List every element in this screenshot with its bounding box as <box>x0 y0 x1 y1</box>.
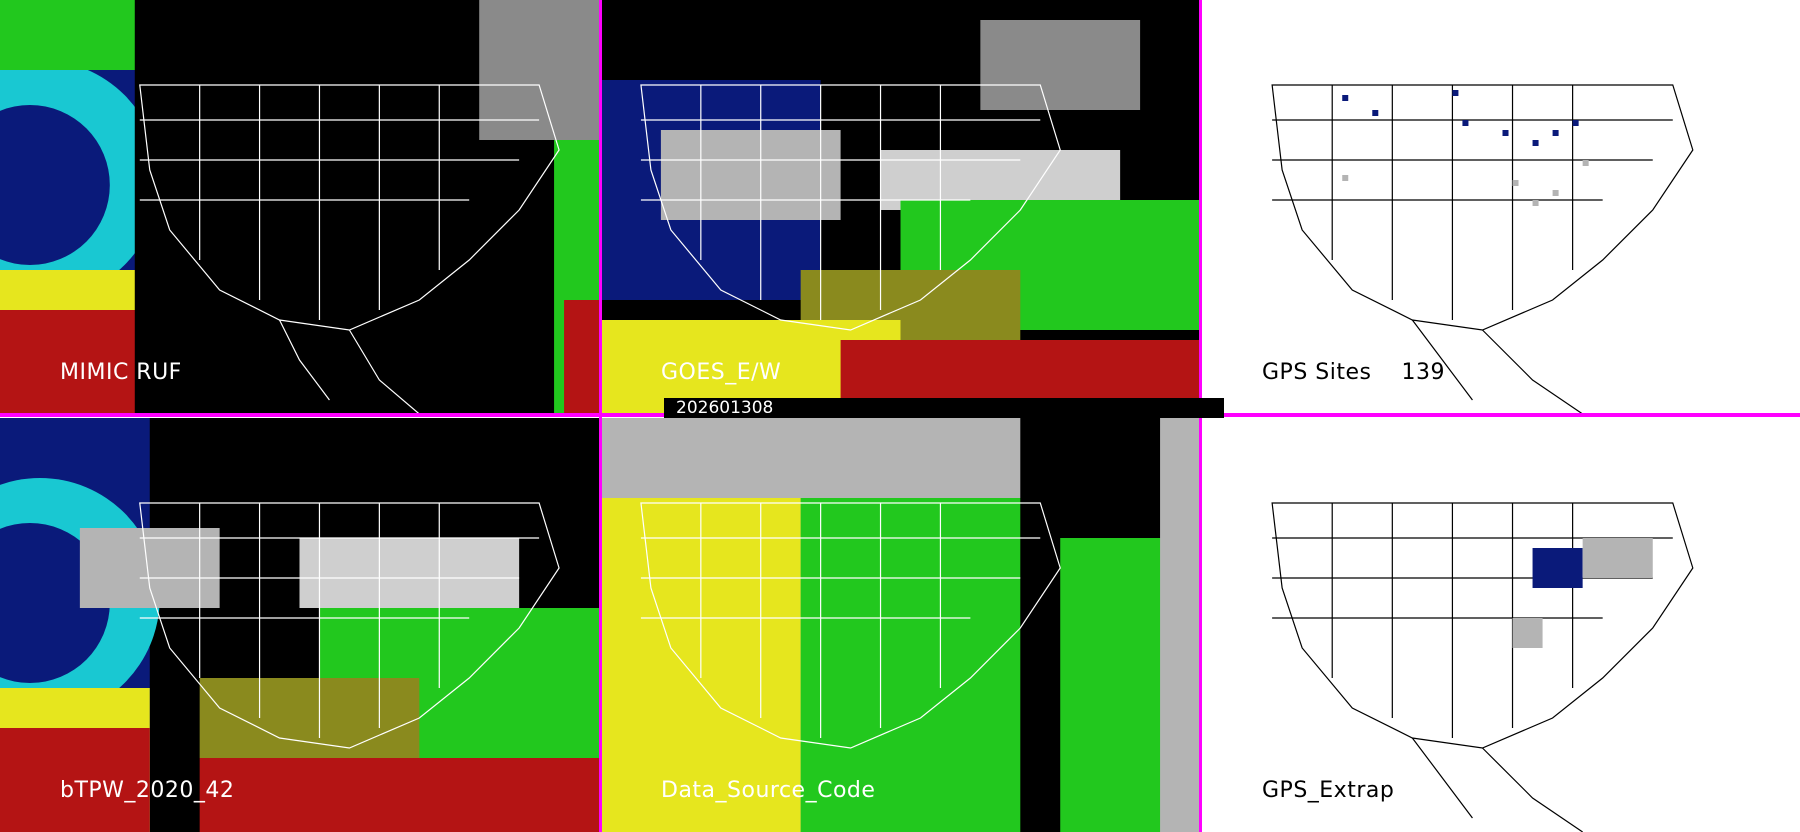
gps-extrap-fill <box>1512 538 1653 648</box>
gps-site-markers <box>1342 90 1579 146</box>
panel-label-btpw: bTPW_2020_42 <box>60 778 235 803</box>
gps-sites-map <box>1202 0 1800 414</box>
panel-btpw: bTPW_2020_42 <box>0 418 599 832</box>
panel-goes-ew: GOES_E/W <box>601 0 1200 414</box>
panel-label-gps-sites: GPS Sites 139 <box>1262 360 1445 385</box>
panel-label-goes-ew: GOES_E/W <box>661 360 782 385</box>
panel-label-data-source-code: Data_Source_Code <box>661 778 876 803</box>
panel-label-gps-extrap: GPS_Extrap <box>1262 778 1395 803</box>
timestamp-bar: 202601308 <box>664 398 1224 418</box>
panel-data-source-code: Data_Source_Code <box>601 418 1200 832</box>
panel-gps-sites: GPS Sites 139 <box>1202 0 1800 414</box>
btpw-map <box>0 418 599 832</box>
panel-mimic-ruf: MIMIC RUF <box>0 0 599 414</box>
gps-extrap-map <box>1202 418 1800 832</box>
panel-gps-extrap: GPS_Extrap <box>1202 418 1800 832</box>
goes-ew-map <box>601 0 1200 414</box>
panel-label-mimic-ruf: MIMIC RUF <box>60 360 182 385</box>
mimic-ruf-map <box>0 0 599 414</box>
data-source-code-map <box>601 418 1200 832</box>
